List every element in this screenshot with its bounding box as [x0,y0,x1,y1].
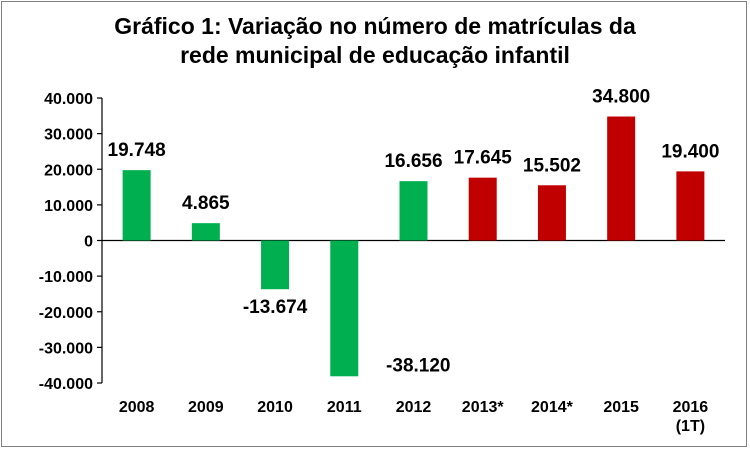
chart-title-line-1: Gráfico 1: Variação no número de matrícu… [114,13,636,39]
x-tick-label: 2010 [257,399,293,416]
x-tick-label: 2012 [396,399,432,416]
bar [468,177,497,241]
y-tick-label: 10.000 [44,198,93,215]
bar [191,223,220,241]
x-tick-label: (1T) [676,418,705,435]
bar [537,185,566,241]
x-tick-label: 2009 [188,399,224,416]
x-tick-label: 2008 [119,399,155,416]
bar [676,171,705,241]
data-label: 34.800 [592,87,650,108]
bar [607,116,636,241]
y-tick-label: 40.000 [44,91,93,108]
x-tick-label: 2013* [462,399,505,416]
bar [261,240,290,290]
x-tick-label: 2015 [603,399,639,416]
data-label: -13.674 [243,297,308,318]
data-label: 19.400 [661,141,719,162]
y-tick-label: 0 [84,234,93,251]
bar [122,170,151,241]
y-tick-label: 30.000 [44,127,93,144]
y-tick-label: -20.000 [39,305,93,322]
bar [330,240,359,377]
y-tick-label: -40.000 [39,376,93,393]
data-label: 15.502 [523,155,581,176]
data-label: 19.748 [108,140,166,161]
data-label: 16.656 [384,151,442,172]
y-tick-label: -30.000 [39,340,93,357]
bar [399,181,428,241]
data-label: -38.120 [386,355,450,376]
x-tick-label: 2014* [531,399,574,416]
x-tick-label: 2016 [673,399,709,416]
y-tick-label: -10.000 [39,269,93,286]
chart-title-line-2: rede municipal de educação infantil [180,42,570,68]
data-label: 17.645 [454,148,513,169]
data-label: 4.865 [182,193,230,214]
y-tick-label: 20.000 [44,162,93,179]
chart-title: Gráfico 1: Variação no número de matrícu… [0,12,750,70]
x-tick-label: 2011 [327,399,362,416]
